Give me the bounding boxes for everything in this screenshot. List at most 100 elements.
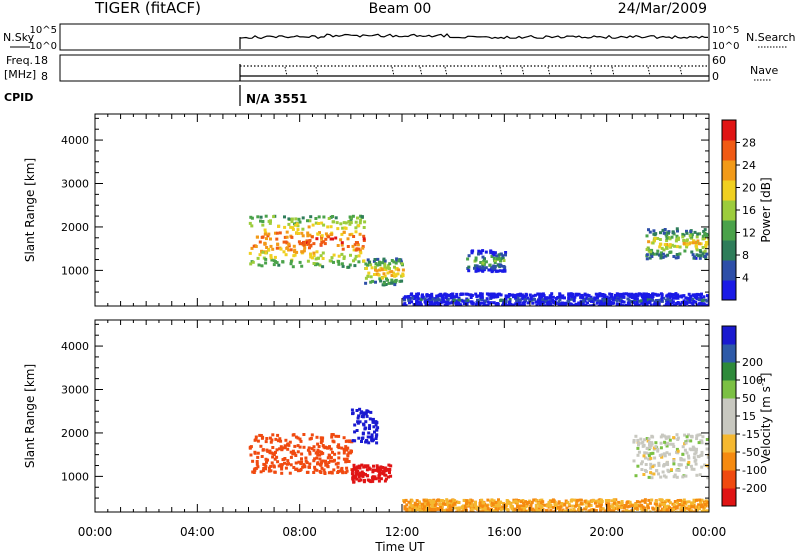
power-cell <box>691 302 695 306</box>
velocity-cell <box>612 506 616 510</box>
power-cell <box>615 299 619 303</box>
power-cell <box>296 228 300 232</box>
velocity-cell <box>479 501 483 505</box>
velocity-cell <box>369 410 373 414</box>
power-cell <box>309 244 313 248</box>
power-cell <box>491 250 495 254</box>
velocity-cell <box>361 432 365 436</box>
power-cell <box>356 243 360 247</box>
velocity-cell <box>298 445 302 449</box>
power-cell <box>330 256 334 260</box>
power-cell <box>497 292 501 296</box>
power-cell <box>269 237 272 241</box>
velocity-cell <box>358 466 362 470</box>
power-cell <box>461 299 465 303</box>
power-cell <box>375 269 379 273</box>
velocity-cell <box>635 506 639 510</box>
power-cell <box>641 304 645 306</box>
velocity-cell <box>570 498 574 502</box>
velocity-cell <box>256 465 260 469</box>
power-cell <box>666 253 670 257</box>
velocity-cell <box>279 439 283 443</box>
velocity-cell <box>389 474 393 478</box>
power-cell <box>334 236 338 240</box>
colorbar-tick-label: 16 <box>742 204 756 217</box>
power-cell <box>569 302 573 306</box>
velocity-cell <box>584 505 588 509</box>
velocity-cell <box>563 503 567 507</box>
power-cell <box>357 254 361 258</box>
velocity-cell <box>468 501 472 505</box>
power-cell <box>701 234 705 238</box>
power-cell <box>626 297 630 301</box>
velocity-cell <box>636 464 640 468</box>
velocity-cell <box>319 463 323 467</box>
freq-label-line2: [MHz] <box>4 68 36 81</box>
velocity-cell <box>672 445 676 448</box>
velocity-cell <box>610 509 614 512</box>
velocity-cell <box>610 505 614 509</box>
velocity-cell <box>388 468 392 471</box>
velocity-cell <box>644 509 648 512</box>
velocity-cell <box>354 467 358 471</box>
power-cell <box>400 279 404 283</box>
velocity-cell <box>610 499 614 503</box>
velocity-cell <box>332 440 336 444</box>
power-cell <box>523 300 527 304</box>
velocity-cell <box>643 498 647 502</box>
velocity-cell <box>574 503 578 507</box>
velocity-cell <box>551 510 555 512</box>
power-cell <box>483 304 486 306</box>
velocity-cell <box>470 499 474 503</box>
velocity-cell <box>298 469 302 472</box>
power-cell <box>663 228 667 231</box>
velocity-cell <box>425 505 429 509</box>
radar-title: TIGER (fitACF) <box>94 0 201 17</box>
velocity-cell <box>587 502 591 506</box>
velocity-cell <box>700 465 704 469</box>
velocity-cell <box>307 446 311 450</box>
velocity-cell <box>368 417 372 421</box>
power-cell <box>508 298 512 301</box>
velocity-cell <box>707 466 709 470</box>
power-cell <box>651 241 655 245</box>
power-cell <box>353 243 357 247</box>
velocity-cell <box>611 503 615 507</box>
colorbar-segment <box>722 434 736 453</box>
velocity-cell <box>648 510 652 512</box>
power-cell <box>373 273 376 276</box>
power-cell <box>488 263 492 267</box>
power-cell <box>342 230 346 234</box>
power-cell <box>279 247 283 251</box>
velocity-cell <box>420 509 424 512</box>
power-cell <box>415 301 418 305</box>
velocity-cell <box>372 468 375 472</box>
velocity-cell <box>351 412 354 416</box>
power-cell <box>305 241 309 245</box>
power-cell <box>307 225 311 229</box>
power-cell <box>318 263 322 267</box>
velocity-cell <box>249 453 253 457</box>
power-cell <box>585 293 589 297</box>
velocity-cell <box>273 470 277 474</box>
velocity-cell <box>352 465 356 469</box>
velocity-cell <box>669 442 673 446</box>
power-cell <box>504 253 507 257</box>
velocity-cell <box>515 500 519 504</box>
power-cell <box>264 261 268 265</box>
velocity-cell <box>647 437 651 441</box>
power-cell <box>470 249 474 253</box>
power-ylabel: Slant Range [km] <box>23 158 37 262</box>
velocity-cell <box>251 470 255 474</box>
velocity-cell <box>259 470 263 474</box>
power-cell <box>698 293 702 297</box>
nave-right-tick-bottom: 0 <box>712 70 719 83</box>
velocity-cell <box>300 452 304 456</box>
velocity-cell <box>272 464 276 468</box>
velocity-cell <box>389 464 393 468</box>
power-cell <box>513 293 517 297</box>
velocity-cell <box>294 454 298 457</box>
power-cell <box>675 227 679 231</box>
colorbar-tick-label: 12 <box>742 227 756 240</box>
velocity-cell <box>326 446 330 450</box>
